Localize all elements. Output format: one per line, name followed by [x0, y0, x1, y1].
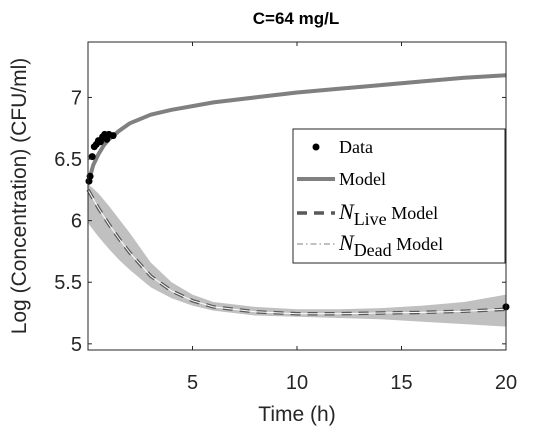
legend-live-symbol: N [338, 199, 355, 224]
legend: Data Model NLive Model NDead Model [293, 129, 505, 263]
y-tick-label: 5 [71, 334, 82, 356]
legend-live-suffix: Model [387, 203, 439, 223]
y-tick-label: 6.5 [54, 149, 82, 171]
legend-label-data: Data [339, 137, 373, 157]
legend-dead-subscript: Dead [354, 240, 392, 260]
legend-dead-suffix: Model [392, 234, 444, 254]
x-tick-label: 5 [187, 372, 198, 394]
x-axis-label: Time (h) [258, 403, 335, 426]
data-point [110, 132, 117, 139]
legend-dead-symbol: N [338, 230, 355, 255]
chart-title: C=64 mg/L [253, 9, 339, 28]
y-axis-label: Log (Concentration) (CFU/ml) [8, 58, 31, 335]
x-tick-label: 20 [495, 372, 517, 394]
y-tick-label: 7 [71, 87, 82, 109]
x-tick-label: 15 [390, 372, 412, 394]
y-tick-label: 6 [71, 211, 82, 233]
y-tick-label: 5.5 [54, 272, 82, 294]
legend-swatch-data [313, 144, 320, 151]
x-tick-label: 10 [286, 372, 308, 394]
legend-label-model: Model [339, 169, 386, 189]
legend-live-subscript: Live [354, 209, 387, 229]
